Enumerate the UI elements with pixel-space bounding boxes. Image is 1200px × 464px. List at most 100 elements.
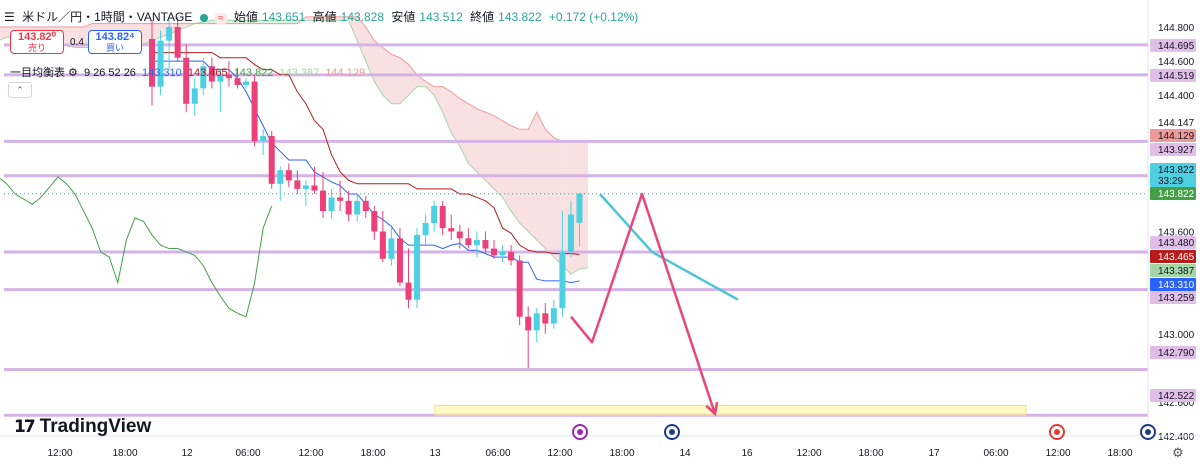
time-tick-label: 06:00 — [235, 448, 260, 459]
kumo-cloud-segment — [75, 27, 84, 48]
price-axis-label: 144.519 — [1158, 71, 1195, 82]
candle-body — [320, 190, 326, 212]
tenkan-value: 143.310 — [142, 67, 182, 79]
price-axis-label: 143.465 — [1158, 252, 1195, 263]
kumo-cloud-segment — [0, 27, 7, 40]
price-axis-label-box — [1150, 116, 1196, 129]
candle-body — [200, 66, 207, 89]
price-axis-label: 143.927 — [1158, 145, 1195, 156]
time-tick-label: 12:00 — [298, 448, 323, 459]
candle-body — [396, 238, 403, 283]
price-axis-label-box — [1150, 187, 1196, 200]
candle-body — [388, 238, 395, 259]
price-axis-label-box — [1150, 68, 1196, 82]
price-axis-label-box — [1150, 38, 1196, 52]
kumo-cloud-segment — [485, 112, 494, 189]
candle-body — [191, 88, 198, 104]
time-tick-label: 12:00 — [47, 448, 72, 459]
open-value: 143.651 — [261, 10, 306, 24]
candle-body — [208, 66, 215, 82]
kijun-sen-line — [152, 52, 580, 256]
collapse-chevron-icon[interactable]: ⌃ — [8, 82, 32, 98]
candle-body — [217, 74, 224, 82]
time-tick-label: 18:00 — [609, 448, 634, 459]
candle-body — [499, 251, 506, 256]
kumo-cloud-segment — [417, 74, 426, 87]
candle-body — [354, 200, 361, 215]
kumo-cloud-segment — [340, 16, 349, 21]
brand-name: TradingView — [39, 416, 152, 437]
kumo-cloud-segment — [365, 27, 375, 82]
price-axis-label-box — [1150, 278, 1196, 291]
kumo-cloud-segment — [305, 16, 315, 21]
kumo-cloud-segment — [434, 86, 443, 113]
time-tick-label: 18:00 — [858, 448, 883, 459]
wave-icon: ≈ — [215, 13, 227, 24]
price-axis-label-box — [1150, 264, 1196, 277]
kumo-cloud-segment — [442, 86, 452, 133]
kumo-cloud-segment — [391, 54, 400, 104]
candle-body — [183, 57, 190, 104]
candle-body — [567, 214, 574, 252]
kijun-value: 143.465 — [187, 67, 228, 79]
low-value: 143.512 — [419, 10, 463, 24]
buy-button[interactable]: 143.82⁴ 買い — [88, 30, 142, 54]
time-tick-label: 18:00 — [112, 448, 137, 459]
target-zone-box — [434, 404, 1027, 416]
projection-down-arrow — [570, 192, 717, 415]
indicator-legend[interactable]: 一目均衡表 ⚙ 9 26 52 26 143.310 143.465 143.82… — [10, 64, 368, 80]
time-tick-label: 18:00 — [360, 448, 385, 459]
candle-body — [371, 211, 378, 232]
price-axis-label: 143.822 — [1158, 189, 1195, 200]
price-tick-label: 142.600 — [1158, 398, 1195, 409]
kumo-cloud-segment — [280, 20, 289, 24]
candle-body — [268, 136, 275, 184]
economic-event-icon-dot — [669, 429, 675, 435]
low-label: 安値 — [391, 10, 416, 24]
candle-body — [508, 251, 515, 261]
kumo-cloud-segment — [502, 120, 512, 212]
kumo-cloud-segment — [459, 98, 469, 164]
symbol-title[interactable]: 米ドル／円・1時間・VANTAGE — [22, 10, 193, 24]
span-b-value: 144.129 — [325, 67, 366, 79]
buy-price: 143.82⁴ — [95, 31, 135, 43]
candle-body — [294, 180, 301, 189]
price-axis-label: 144.147 — [1158, 118, 1195, 129]
candle-body — [559, 251, 566, 309]
kumo-cloud-segment — [314, 16, 323, 21]
sell-button[interactable]: 143.82⁰ 売り — [10, 30, 64, 54]
change-value: +0.172 (+0.12%) — [548, 10, 639, 24]
time-tick-label: 06:00 — [983, 448, 1008, 459]
time-tick-label: 06:00 — [485, 448, 510, 459]
price-tick-label: 144.400 — [1158, 91, 1195, 102]
candle-body — [456, 231, 463, 239]
candle-body — [149, 38, 155, 87]
candle-body — [362, 200, 369, 212]
kumo-cloud-segment — [579, 141, 589, 270]
price-axis-label: 143.310 — [1158, 280, 1195, 291]
high-value: 143.828 — [340, 10, 385, 24]
tv-logo-icon: 𝟭𝟳 — [14, 417, 36, 436]
economic-event-icon-dot — [1145, 429, 1151, 435]
candle-body — [516, 260, 523, 317]
candle-body — [285, 170, 292, 181]
candle-body — [431, 205, 438, 223]
chart-header: ☰ 米ドル／円・1時間・VANTAGE ≈ 始値 143.651 高値 143.82… — [4, 8, 642, 25]
kumo-cloud-segment — [323, 16, 332, 21]
candle-body — [482, 240, 489, 249]
candle-body — [542, 313, 549, 324]
menu-icon[interactable]: ☰ — [4, 10, 15, 24]
candle-body — [277, 170, 284, 184]
time-tick-label: 12 — [181, 448, 193, 459]
kumo-cloud-segment — [468, 103, 477, 172]
candle-body — [379, 231, 386, 259]
economic-event-icon-dot — [577, 429, 583, 435]
time-tick-label: 14 — [679, 448, 691, 459]
time-tick-label: 17 — [928, 448, 940, 459]
candle-body — [302, 185, 309, 189]
kumo-cloud-segment — [331, 16, 341, 21]
candle-body — [550, 308, 557, 324]
settings-icon[interactable]: ⚙ — [68, 67, 78, 79]
kumo-cloud-segment — [271, 20, 281, 24]
